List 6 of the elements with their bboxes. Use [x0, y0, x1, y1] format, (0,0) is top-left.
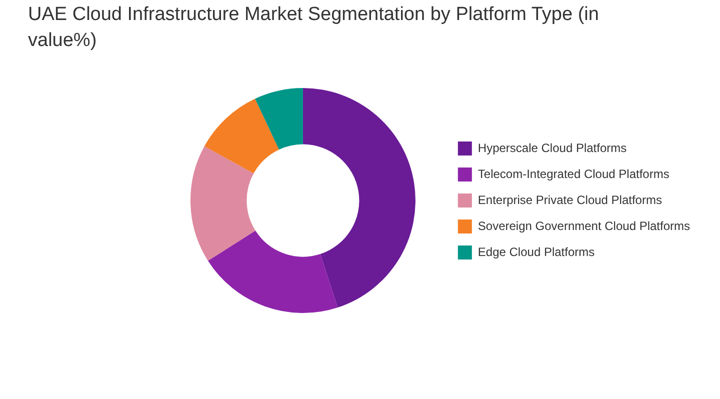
legend-label: Hyperscale Cloud Platforms	[478, 140, 627, 155]
chart-title: UAE Cloud Infrastructure Market Segmentation by Platform Type (in value%)	[28, 3, 600, 53]
legend-label: Telecom-Integrated Cloud Platforms	[478, 166, 670, 181]
legend-label: Sovereign Government Cloud Platforms	[478, 218, 690, 233]
legend-label: Edge Cloud Platforms	[478, 244, 595, 259]
legend-label: Enterprise Private Cloud Platforms	[478, 192, 662, 207]
